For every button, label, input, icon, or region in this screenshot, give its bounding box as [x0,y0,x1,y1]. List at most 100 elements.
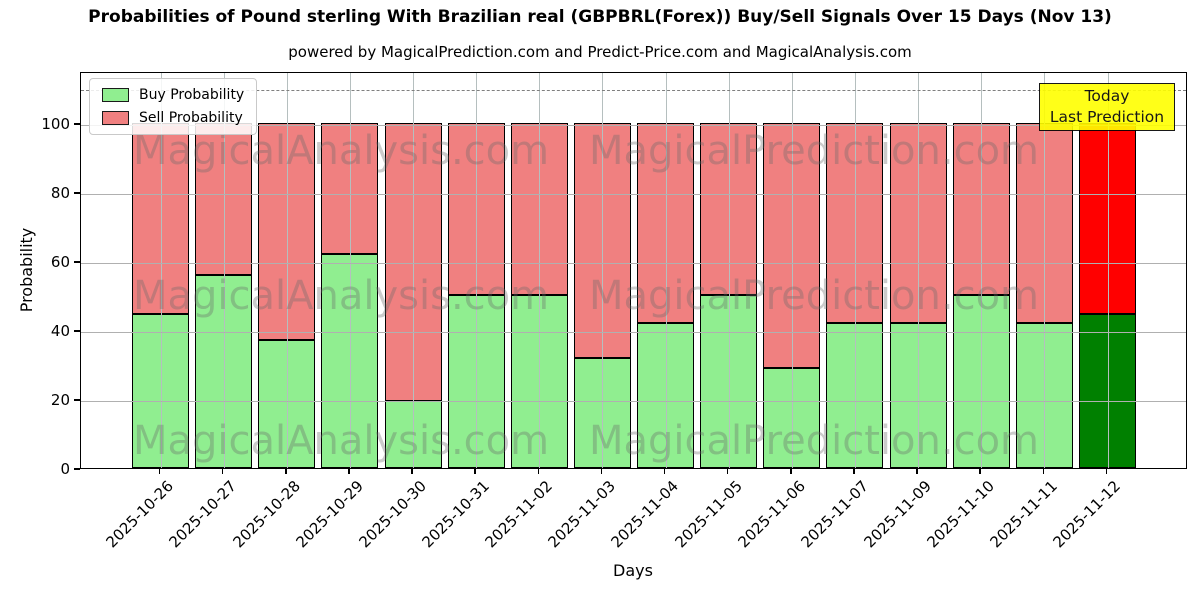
gridline-x [791,73,793,468]
x-tick-label: 2025-10-31 [418,477,493,552]
gridline-x [665,73,667,468]
x-tick-label: 2025-11-04 [607,477,683,552]
y-tick-mark [74,192,80,194]
x-tick-label: 2025-10-26 [102,477,178,552]
legend-item-buy: Buy Probability [102,87,244,103]
buy-color-swatch [102,88,129,102]
bar-slot-2025-11-11 [1015,73,1073,468]
legend-label: Sell Probability [139,110,243,126]
legend: Buy Probability Sell Probability [89,78,258,135]
gridline-y-20 [81,400,1186,402]
gridline-x [981,73,983,468]
watermark-text: MagicalPrediction.com [589,128,1039,174]
watermark-text: MagicalAnalysis.com [133,128,550,174]
gridline-x [539,73,541,468]
y-tick-label: 80 [50,183,70,202]
x-tick-label: 2025-11-07 [797,477,872,552]
gridline-x [728,73,730,468]
gridline-x [160,73,162,468]
gridline-x [918,73,920,468]
y-tick-mark [74,399,80,401]
x-tick-label: 2025-11-03 [544,477,620,552]
chart-title: Probabilities of Pound sterling With Bra… [88,7,1112,27]
x-tick-mark [158,469,161,474]
bar-slot-2025-11-12 [1079,73,1136,468]
y-tick-label: 60 [50,252,70,271]
x-tick-label: 2025-10-28 [229,477,304,552]
y-tick-label: 20 [50,390,70,409]
bar-slot-2025-10-31 [447,73,505,468]
x-tick-mark [474,469,476,474]
bar-slot-2025-11-03 [573,73,631,468]
gridline-x [602,73,604,468]
gridline-x [413,73,415,468]
legend-label: Buy Probability [139,87,245,103]
gridline-x [1107,73,1109,468]
gridline-x [1044,73,1046,468]
gridline-y-100 [81,124,1186,126]
watermark-text: MagicalPrediction.com [589,273,1039,319]
x-tick-mark [979,469,981,474]
y-tick-mark [74,330,80,332]
legend-item-sell: Sell Probability [102,110,244,126]
bar-slot-2025-10-30 [384,73,442,468]
y-tick-label: 40 [50,321,70,340]
x-tick-label: 2025-10-30 [355,477,430,552]
x-tick-label: 2025-11-10 [923,477,998,552]
sell-color-swatch [102,111,129,125]
bar-slot-2025-11-02 [510,73,568,468]
watermark-text: MagicalAnalysis.com [133,418,550,464]
gridline-y-80 [81,193,1186,195]
x-tick-mark [411,469,413,474]
x-axis-title: Days [613,561,653,580]
x-tick-label: 2025-11-02 [481,477,557,552]
annotation-line1: Today [1084,87,1130,105]
y-tick-label: 100 [41,114,70,133]
x-tick-mark [600,469,603,474]
x-tick-mark [221,469,224,474]
x-tick-mark [348,469,350,474]
y-tick-mark [74,123,80,125]
x-tick-label: 2025-10-29 [292,477,367,552]
gridline-x [476,73,478,468]
today-annotation-box: Today Last Prediction [1039,83,1175,131]
bar-slot-2025-10-28 [258,73,316,468]
y-tick-mark [74,261,80,263]
x-tick-label: 2025-10-27 [165,477,241,552]
x-tick-mark [1042,469,1045,474]
watermark-text: MagicalPrediction.com [589,418,1039,464]
x-tick-mark [663,469,666,474]
bar-slot-2025-11-06 [763,73,821,468]
gridline-y-40 [81,331,1186,333]
bar-slot-2025-10-29 [321,73,379,468]
x-tick-label: 2025-11-06 [734,477,809,552]
bar-slot-2025-11-04 [637,73,695,468]
plot-area: Buy Probability Sell Probability Today L… [80,72,1187,469]
y-tick-label: 0 [60,460,70,478]
bar-slot-2025-11-05 [700,73,758,468]
annotation-line2: Last Prediction [1049,108,1165,126]
threshold-dashed-line [81,90,1186,92]
gridline-x [223,73,225,468]
bar-slot-2025-11-10 [952,73,1010,468]
x-tick-mark [1105,469,1108,474]
x-tick-mark [285,469,287,474]
gridline-x [854,73,856,468]
x-tick-label: 2025-11-09 [860,477,935,552]
y-tick-mark [74,468,80,470]
x-tick-mark [853,469,855,474]
bar-slot-2025-11-07 [826,73,884,468]
x-tick-label: 2025-11-12 [1049,477,1125,552]
gridline-y-60 [81,262,1186,264]
x-tick-label: 2025-11-05 [671,477,746,552]
chart-subtitle: powered by MagicalPrediction.com and Pre… [288,43,912,61]
x-tick-mark [790,469,792,474]
x-tick-mark [916,469,918,474]
bar-slot-2025-10-26 [132,73,189,468]
x-tick-mark [726,469,729,474]
bar-slot-2025-10-27 [195,73,253,468]
gridline-x [286,73,288,468]
x-tick-mark [537,469,540,474]
bar-slot-2025-11-09 [889,73,947,468]
